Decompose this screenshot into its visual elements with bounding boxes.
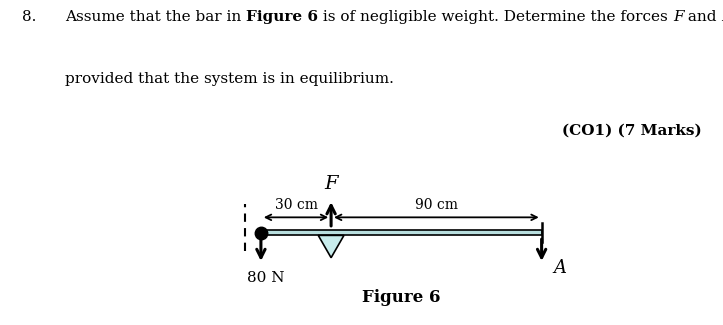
Text: 80 N: 80 N xyxy=(247,271,284,285)
Text: Figure 6: Figure 6 xyxy=(362,289,440,306)
Text: F: F xyxy=(325,175,338,193)
Text: 8.: 8. xyxy=(22,10,36,24)
Text: Assume that the bar in: Assume that the bar in xyxy=(65,10,247,24)
Bar xyxy=(261,230,542,235)
Text: provided that the system is in equilibrium.: provided that the system is in equilibri… xyxy=(65,72,394,85)
Text: Figure 6: Figure 6 xyxy=(247,10,318,24)
Text: 30 cm: 30 cm xyxy=(275,198,317,212)
Text: 90 cm: 90 cm xyxy=(415,198,458,212)
Text: F: F xyxy=(673,10,683,24)
Text: (CO1) (7 Marks): (CO1) (7 Marks) xyxy=(562,124,701,137)
Polygon shape xyxy=(318,235,344,258)
Text: A: A xyxy=(722,10,723,24)
Text: A: A xyxy=(553,259,566,277)
Text: and: and xyxy=(683,10,722,24)
Text: is of negligible weight. Determine the forces: is of negligible weight. Determine the f… xyxy=(318,10,673,24)
